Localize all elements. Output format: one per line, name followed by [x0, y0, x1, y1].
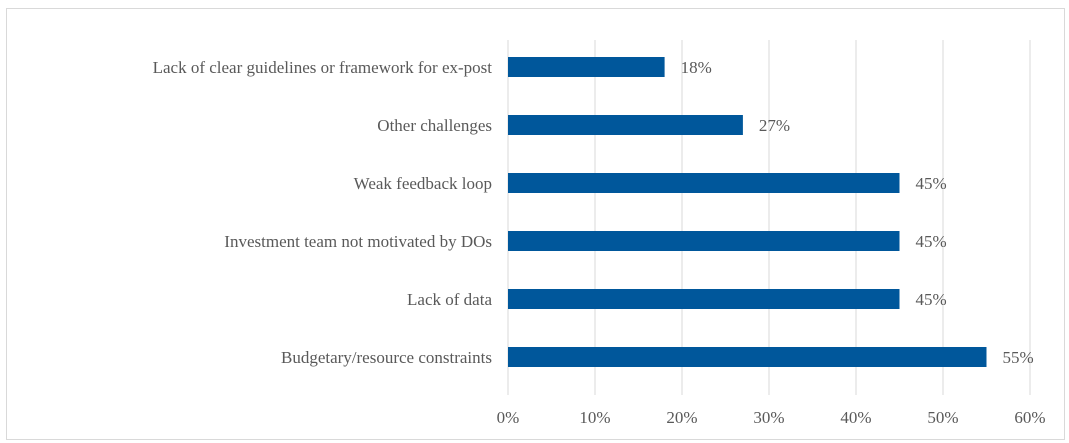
bar: [508, 347, 987, 367]
bar: [508, 289, 900, 309]
x-tick-label: 30%: [753, 408, 784, 427]
x-tick-label: 20%: [666, 408, 697, 427]
bar: [508, 57, 665, 77]
x-tick-label: 40%: [840, 408, 871, 427]
data-label: 27%: [759, 116, 790, 135]
category-label: Lack of clear guidelines or framework fo…: [153, 58, 493, 77]
category-label: Lack of data: [407, 290, 492, 309]
data-label: 55%: [1003, 348, 1034, 367]
tick-labels: 0% 10% 20% 30% 40% 50% 60%: [497, 408, 1046, 427]
bar: [508, 231, 900, 251]
category-label: Investment team not motivated by DOs: [224, 232, 492, 251]
data-label: 18%: [681, 58, 712, 77]
bar: [508, 173, 900, 193]
category-label: Weak feedback loop: [354, 174, 492, 193]
bars: [508, 57, 987, 367]
x-tick-label: 0%: [497, 408, 520, 427]
data-label: 45%: [916, 290, 947, 309]
gridlines: [507, 40, 1031, 395]
x-tick-label: 60%: [1014, 408, 1045, 427]
category-labels: Lack of clear guidelines or framework fo…: [153, 58, 493, 367]
x-tick-label: 10%: [579, 408, 610, 427]
data-label: 45%: [916, 232, 947, 251]
chart-frame: [6, 8, 1065, 440]
x-tick-label: 50%: [927, 408, 958, 427]
bar: [508, 115, 743, 135]
data-labels: 18% 27% 45% 45% 45% 55%: [681, 58, 1034, 367]
category-label: Other challenges: [377, 116, 492, 135]
category-label: Budgetary/resource constraints: [281, 348, 492, 367]
data-label: 45%: [916, 174, 947, 193]
